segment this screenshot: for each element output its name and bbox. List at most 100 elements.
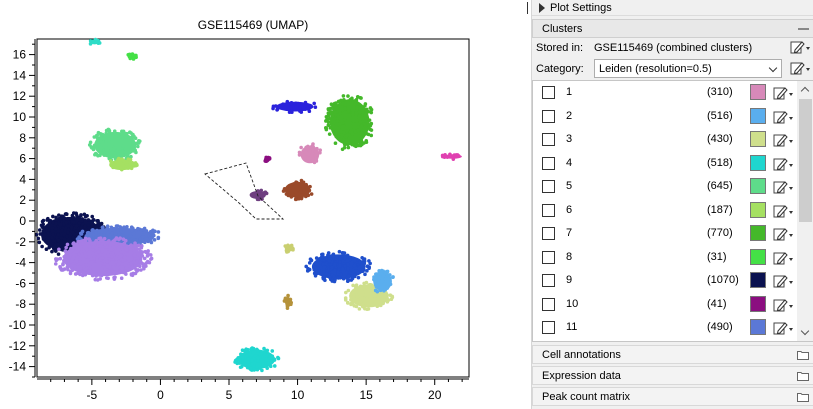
- edit-cluster-icon[interactable]: [772, 132, 794, 148]
- edit-cluster-icon[interactable]: [772, 320, 794, 336]
- cluster-row[interactable]: 10 (41): [533, 293, 795, 317]
- cluster-row[interactable]: 2 (516): [533, 105, 795, 129]
- edit-cluster-icon[interactable]: [772, 250, 794, 266]
- cluster-12-point: [113, 275, 117, 280]
- cluster-5-point: [135, 141, 139, 146]
- section-expression-data[interactable]: Expression data: [532, 366, 813, 385]
- cluster-color-swatch[interactable]: [750, 201, 766, 218]
- cluster-5-point: [123, 146, 128, 151]
- cluster-7-point: [328, 126, 333, 130]
- cluster-checkbox[interactable]: [542, 156, 555, 170]
- cluster-row[interactable]: 4 (518): [533, 152, 795, 176]
- cluster-11-point: [129, 225, 134, 230]
- section-peak-count-matrix[interactable]: Peak count matrix: [532, 387, 813, 406]
- cluster-9-point: [83, 224, 87, 229]
- clusters-header[interactable]: Clusters: [532, 19, 813, 38]
- cluster-12-point: [143, 249, 148, 254]
- cluster-row[interactable]: 3 (430): [533, 128, 795, 152]
- umap-svg[interactable]: GSE115469 (UMAP) -5 0 5 10 15 20 161412108642…: [0, 0, 528, 409]
- cluster-checkbox[interactable]: [542, 297, 555, 311]
- cluster-4-point: [238, 361, 242, 365]
- cluster-brown-point: [299, 178, 304, 183]
- cluster-checkbox[interactable]: [542, 133, 555, 146]
- lasso-selection[interactable]: [204, 162, 285, 220]
- cluster-count: (516): [707, 109, 733, 122]
- umap-plot[interactable]: GSE115469 (UMAP) -5 0 5 10 15 20 16 14 12 10 8 6 4 2…: [0, 0, 528, 409]
- cluster-color-swatch[interactable]: [750, 107, 766, 124]
- category-select[interactable]: Leiden (resolution=0.5): [594, 59, 782, 78]
- cluster-row[interactable]: 5 (645): [533, 175, 795, 199]
- cluster-12-point: [129, 256, 134, 261]
- edit-cluster-icon[interactable]: [772, 203, 794, 219]
- edit-cluster-icon[interactable]: [772, 226, 794, 242]
- cluster-color-swatch[interactable]: [750, 272, 766, 288]
- cluster-color-swatch[interactable]: [750, 84, 766, 100]
- cluster-11-point: [144, 229, 149, 233]
- cluster-7-point: [366, 132, 371, 137]
- edit-stored-in-icon[interactable]: [789, 39, 811, 55]
- cluster-7-point: [369, 133, 374, 138]
- cluster-row[interactable]: 8 (31): [533, 246, 795, 270]
- edit-cluster-icon[interactable]: [772, 297, 794, 313]
- cluster-row[interactable]: 1 (310): [533, 81, 795, 105]
- cluster-blue-mid-point: [360, 255, 364, 260]
- cluster-blue-mid-point: [328, 275, 332, 280]
- collapse-icon[interactable]: [798, 28, 809, 30]
- cluster-1-point: [314, 149, 319, 154]
- cluster-list-scrollbar[interactable]: [797, 81, 813, 341]
- cluster-12-point: [136, 243, 141, 248]
- edit-cluster-icon[interactable]: [772, 179, 794, 195]
- scroll-up-icon[interactable]: [797, 81, 813, 97]
- scroll-thumb[interactable]: [799, 99, 812, 222]
- cluster-5-point: [87, 143, 92, 147]
- cluster-row[interactable]: 11 (490): [533, 316, 795, 340]
- cluster-color-swatch[interactable]: [750, 319, 766, 335]
- cluster-blue-mid-point: [333, 277, 337, 282]
- cluster-12-point: [103, 242, 107, 247]
- cluster-9-point: [54, 227, 58, 231]
- cluster-7-point: [332, 128, 336, 133]
- scroll-down-icon[interactable]: [797, 325, 813, 341]
- cluster-6-point: [134, 163, 138, 168]
- edit-cluster-icon[interactable]: [772, 156, 794, 172]
- cluster-4-point: [270, 349, 275, 353]
- cluster-4-point: [255, 355, 260, 360]
- edit-category-icon[interactable]: [789, 60, 811, 76]
- cluster-color-swatch[interactable]: [750, 131, 766, 147]
- cluster-color-swatch[interactable]: [750, 225, 766, 241]
- cluster-row[interactable]: 6 (187): [533, 199, 795, 223]
- cluster-4-point: [240, 348, 245, 353]
- cluster-12-point: [124, 248, 129, 252]
- y-tick-label: 0: [19, 214, 26, 228]
- cluster-color-swatch[interactable]: [750, 154, 766, 171]
- cluster-checkbox[interactable]: [542, 227, 555, 240]
- edit-cluster-icon[interactable]: [772, 273, 794, 289]
- cluster-color-swatch[interactable]: [750, 248, 766, 265]
- cluster-checkbox[interactable]: [542, 274, 555, 287]
- cluster-12-point: [107, 269, 111, 274]
- cluster-pink-point: [445, 155, 450, 159]
- edit-cluster-icon[interactable]: [772, 109, 794, 125]
- cluster-checkbox[interactable]: [542, 250, 555, 264]
- cluster-checkbox[interactable]: [542, 321, 555, 334]
- cluster-11-point: [138, 240, 142, 244]
- cluster-checkbox[interactable]: [542, 203, 555, 217]
- cluster-12-point: [90, 273, 95, 278]
- cluster-color-swatch[interactable]: [750, 295, 766, 312]
- cluster-blue-mid-point: [338, 256, 343, 261]
- cluster-checkbox[interactable]: [542, 109, 555, 123]
- edit-cluster-icon[interactable]: [772, 85, 794, 101]
- cluster-blue-top-point: [288, 109, 293, 114]
- cluster-row[interactable]: 9 (1070): [533, 269, 795, 293]
- plot-settings-header[interactable]: Plot Settings: [527, 0, 813, 16]
- cluster-7-point: [329, 110, 333, 114]
- cluster-12-point: [117, 255, 121, 260]
- cluster-color-swatch[interactable]: [750, 178, 766, 194]
- cluster-list[interactable]: 1 (310) 2 (516) 3 (430) 4 (518) 5 (645) 6 (187) 7 (77…: [532, 80, 813, 342]
- cluster-9-point: [37, 228, 42, 232]
- cluster-row[interactable]: 7 (770): [533, 222, 795, 246]
- cluster-checkbox[interactable]: [542, 180, 555, 193]
- cluster-checkbox[interactable]: [542, 86, 555, 99]
- cluster-6-point: [128, 157, 133, 162]
- section-cell-annotations[interactable]: Cell annotations: [532, 345, 813, 364]
